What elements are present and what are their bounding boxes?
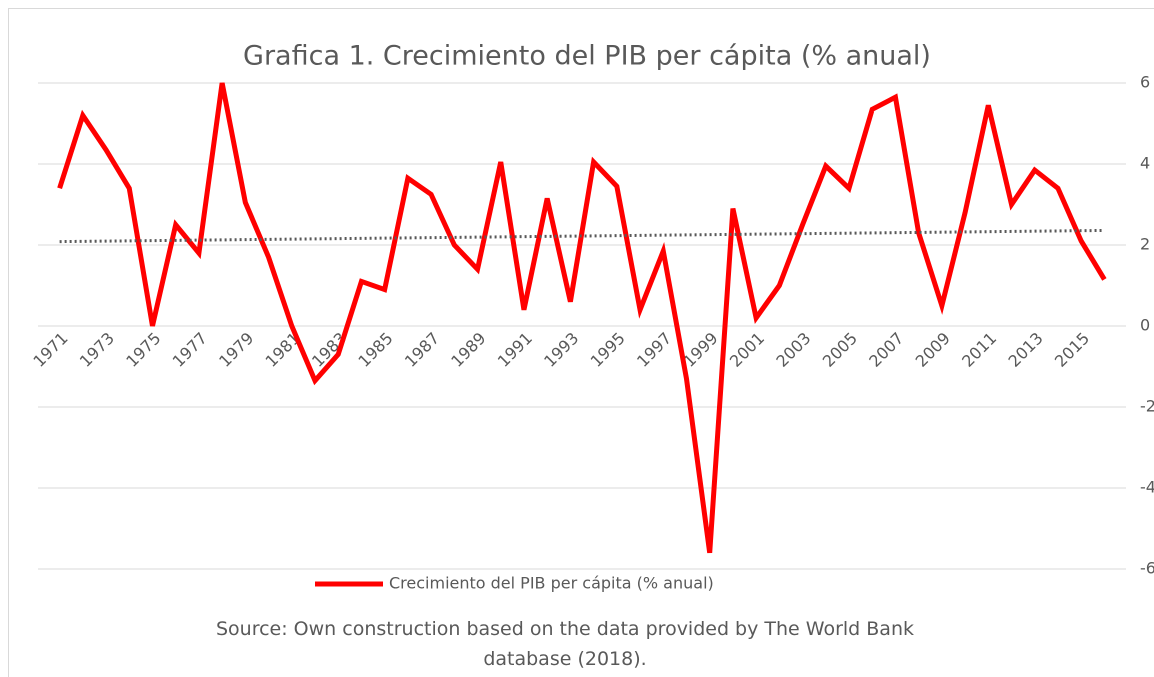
data-line — [57, 82, 1107, 554]
x-tick-label: 1989 — [447, 329, 489, 371]
x-tick-label: 1979 — [215, 329, 257, 371]
x-tick-label: 1993 — [540, 329, 582, 371]
x-tick-label: 2001 — [726, 329, 768, 371]
legend-label: Crecimiento del PIB per cápita (% anual) — [389, 574, 714, 593]
x-tick-label: 2015 — [1051, 329, 1093, 371]
x-tick-label: 1991 — [494, 329, 536, 371]
x-tick-label: 1987 — [401, 329, 443, 371]
x-tick-label: 2009 — [912, 329, 954, 371]
x-tick-label: 1977 — [169, 329, 211, 371]
x-tick-label: 2007 — [865, 329, 907, 371]
trendline — [59, 228, 1105, 244]
y-tick-label: -6 — [1140, 559, 1154, 578]
y-tick-label: 4 — [1140, 154, 1150, 173]
x-tick-label: 2003 — [772, 329, 814, 371]
y-tick-label: 0 — [1140, 316, 1150, 335]
y-tick-label: -2 — [1140, 397, 1154, 416]
x-tick-label: 2005 — [819, 329, 861, 371]
x-tick-label: 2011 — [958, 329, 1000, 371]
y-tick-label: 6 — [1140, 73, 1150, 92]
y-tick-label: -4 — [1140, 478, 1154, 497]
x-tick-label: 2013 — [1005, 329, 1047, 371]
x-tick-label: 1997 — [633, 329, 675, 371]
x-tick-label: 1985 — [354, 329, 396, 371]
x-tick-label: 1975 — [122, 329, 164, 371]
chart-title: Grafica 1. Crecimiento del PIB per cápit… — [243, 41, 931, 72]
x-tick-label: 1971 — [29, 329, 71, 371]
chart-border — [8, 8, 1154, 677]
x-tick-label: 1995 — [587, 329, 629, 371]
x-tick-label: 1973 — [76, 329, 118, 371]
source-note: Source: Own construction based on the da… — [215, 618, 914, 670]
y-tick-label: 2 — [1140, 235, 1150, 254]
